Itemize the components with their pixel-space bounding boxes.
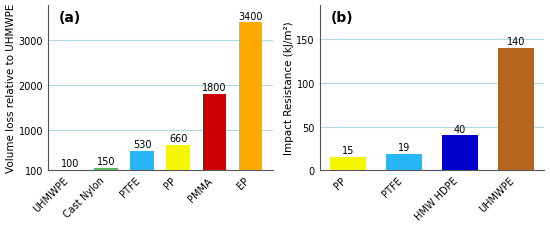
Text: 530: 530	[133, 140, 151, 150]
Text: 1800: 1800	[202, 83, 227, 93]
Text: 140: 140	[507, 37, 525, 47]
Bar	[167, 146, 190, 170]
Text: (a): (a)	[59, 10, 81, 25]
Bar	[498, 49, 534, 170]
Y-axis label: Impact Resistance (kJ/m²): Impact Resistance (kJ/m²)	[284, 21, 294, 154]
Bar	[442, 136, 478, 170]
Text: 3400: 3400	[238, 12, 263, 22]
Text: 15: 15	[342, 146, 354, 156]
Text: 19: 19	[398, 142, 410, 152]
Text: (b): (b)	[331, 10, 354, 25]
Text: 660: 660	[169, 134, 188, 144]
Bar	[94, 168, 118, 170]
Text: 150: 150	[97, 156, 115, 166]
Bar	[386, 154, 422, 170]
Bar	[130, 151, 154, 170]
Bar	[330, 157, 366, 170]
Bar	[239, 23, 262, 170]
Bar	[202, 95, 226, 170]
Y-axis label: Volume loss relative to UHMWPE: Volume loss relative to UHMWPE	[6, 4, 15, 172]
Text: 100: 100	[60, 159, 79, 169]
Text: 40: 40	[454, 124, 466, 134]
